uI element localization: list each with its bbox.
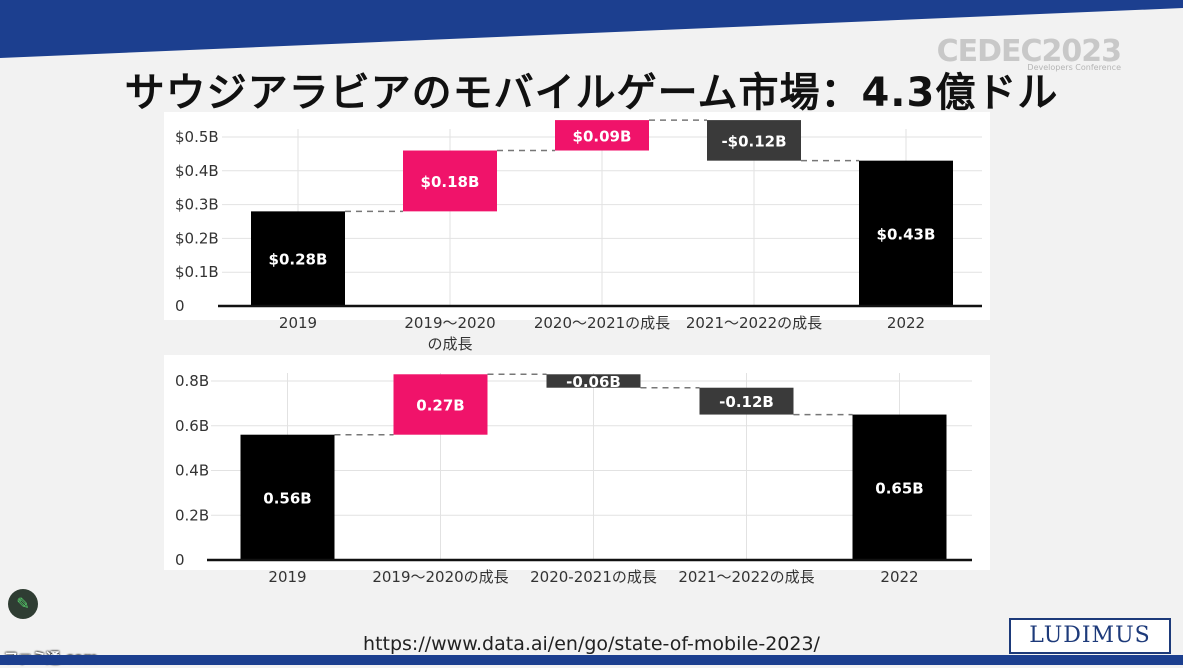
bar-2019～2020-の成長 <box>403 150 497 212</box>
bar-value-label: 0.56B <box>263 489 311 507</box>
bottom-blue-band <box>0 655 1183 665</box>
x-category-label: 2019～2020の成長 <box>372 568 508 586</box>
bar-value-label: 0.27B <box>416 396 464 414</box>
y-tick-label: $0.3B <box>175 196 219 214</box>
y-tick-label: $0.5B <box>175 128 219 146</box>
slide-title: サウジアラビアのモバイルゲーム市場：4.3億ドル <box>124 70 1059 116</box>
bar-2019～2020の成長 <box>393 374 488 435</box>
y-tick-label: $0.4B <box>175 162 219 180</box>
y-tick-label: $0.1B <box>175 263 219 281</box>
x-category-label: 2019～2020 <box>404 314 495 332</box>
top-blue-band <box>0 0 1183 58</box>
bar-2019 <box>240 434 335 560</box>
cedec-logo-text: CEDEC2023 <box>936 34 1122 69</box>
pencil-icon[interactable]: ✎ <box>8 589 38 619</box>
x-category-label: 2022 <box>880 568 918 586</box>
y-tick-label: 0.8B <box>175 372 209 390</box>
bar-value-label: $0.09B <box>573 127 632 145</box>
x-category-label: 2019 <box>279 314 317 332</box>
bar-value-label: -$0.12B <box>721 132 786 150</box>
y-tick-label: 0 <box>175 297 185 315</box>
y-tick-label: 0.6B <box>175 417 209 435</box>
x-category-label: 2020-2021の成長 <box>530 568 657 586</box>
bar-value-label: $0.28B <box>269 251 328 269</box>
x-category-label: 2021～2022の成長 <box>686 314 822 332</box>
bar-value-label: -0.12B <box>719 393 774 411</box>
bar-2021～2022の成長 <box>707 120 801 161</box>
ludimus-logo: LUDIMUS <box>1009 618 1171 654</box>
bar-2022 <box>859 160 953 306</box>
x-category-label: 2020～2021の成長 <box>534 314 670 332</box>
bar-2019 <box>251 211 345 306</box>
y-tick-label: 0 <box>175 551 185 569</box>
y-tick-label: 0.2B <box>175 506 209 524</box>
y-tick-label: $0.2B <box>175 229 219 247</box>
bar-value-label: -0.06B <box>566 373 621 391</box>
cedec-logo-subtitle: Developers Conference <box>1027 63 1121 72</box>
bar-2021～2022の成長 <box>699 387 794 415</box>
bar-value-label: $0.18B <box>421 173 480 191</box>
bar-2020～2021の成長 <box>555 120 649 151</box>
bar-2020-2021の成長 <box>546 374 641 388</box>
bar-2022 <box>852 414 947 560</box>
bar-value-label: $0.43B <box>877 225 936 243</box>
x-category-label: 2019 <box>268 568 306 586</box>
cedec-logo: CEDEC2023 Developers Conference <box>936 34 1122 72</box>
x-category-label: 2022 <box>887 314 925 332</box>
y-tick-label: 0.4B <box>175 462 209 480</box>
bar-value-label: 0.65B <box>875 479 923 497</box>
x-category-label: 2021～2022の成長 <box>678 568 814 586</box>
source-url: https://www.data.ai/en/go/state-of-mobil… <box>363 633 820 655</box>
x-category-label: の成長 <box>427 335 472 353</box>
